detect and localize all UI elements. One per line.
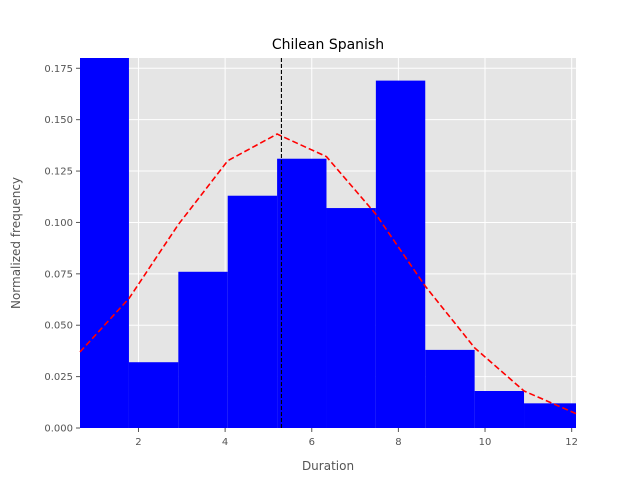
histogram-bar: [128, 362, 179, 428]
y-tick-label: 0.175: [44, 64, 73, 75]
histogram-bar: [326, 208, 376, 428]
x-tick-label: 4: [222, 437, 228, 448]
y-tick-label: 0.075: [44, 269, 73, 280]
x-tick-label: 2: [135, 437, 141, 448]
histogram-bar: [277, 158, 327, 428]
histogram-bar: [375, 80, 426, 428]
overlay-lines: [79, 58, 577, 428]
y-tick-label: 0.000: [44, 424, 73, 435]
histogram-bar: [227, 195, 278, 428]
axis-ticks: 2 4 6 8 10 12 0.000 0.025 0.050 0.075 0.100 0.125 0.…: [44, 64, 578, 448]
y-tick-label: 0.025: [44, 372, 73, 383]
histogram-bar: [474, 391, 525, 428]
x-tick-label: 10: [479, 437, 492, 448]
y-tick-label: 0.125: [44, 167, 73, 178]
histogram-bars: [80, 58, 576, 428]
x-axis-label: Duration: [302, 459, 354, 473]
y-tick-label: 0.050: [44, 321, 73, 332]
x-tick-label: 6: [309, 437, 315, 448]
x-tick-label: 8: [395, 437, 401, 448]
y-tick-label: 0.100: [44, 218, 73, 229]
chart-title: Chilean Spanish: [272, 37, 384, 53]
y-axis-label: Normalized frequency: [9, 177, 23, 309]
histogram-bar: [524, 403, 576, 428]
histogram-bar: [80, 58, 129, 428]
fit-curve: [79, 133, 577, 415]
y-tick-label: 0.150: [44, 115, 73, 126]
histogram-bar: [178, 271, 228, 428]
x-tick-label: 12: [565, 437, 578, 448]
histogram-bar: [425, 349, 475, 428]
